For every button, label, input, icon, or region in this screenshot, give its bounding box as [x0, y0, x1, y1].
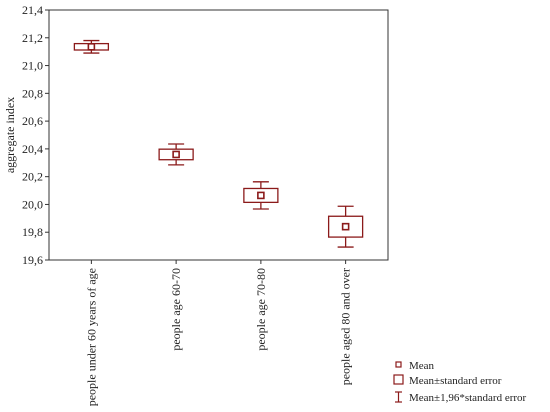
y-tick-label: 19,8	[22, 225, 43, 239]
y-tick-label: 20,0	[22, 197, 43, 211]
y-tick-label: 19,6	[22, 253, 43, 267]
y-axis: 19,6 19,8 20,0 20,2 20,4 20,6 20,8 21,0 21,2 21,4	[22, 3, 49, 267]
mean-marker	[341, 222, 350, 231]
legend: Mean Mean±standard error Mean±1,96*stand…	[393, 360, 527, 404]
x-axis: people under 60 years of age people age 6…	[84, 260, 353, 406]
y-tick-label: 20,4	[22, 142, 43, 156]
legend-mean-symbol	[395, 361, 402, 368]
y-tick-label: 21,2	[22, 31, 43, 45]
x-tick-label: people age 70-80	[254, 268, 268, 351]
legend-ci-symbol	[395, 391, 402, 403]
mean-marker	[87, 43, 96, 51]
legend-ci-label: Mean±1,96*standard error	[409, 392, 527, 404]
y-tick-label: 20,8	[22, 86, 43, 100]
chart-marks	[73, 39, 364, 248]
x-tick-label: people aged 80 and over	[339, 268, 353, 385]
plot-frame	[48, 9, 389, 261]
box-group	[243, 181, 279, 210]
box-group	[327, 205, 364, 248]
box-group	[158, 143, 194, 166]
legend-se-symbol	[393, 374, 404, 385]
y-tick-label: 20,2	[22, 170, 43, 184]
x-tick-label: people under 60 years of age	[84, 268, 98, 406]
legend-mean-label: Mean	[409, 360, 435, 372]
y-tick-label: 21,0	[22, 59, 43, 73]
y-axis-label: aggregate index	[3, 97, 17, 173]
y-tick-label: 20,6	[22, 114, 43, 128]
x-tick-label: people age 60-70	[169, 268, 183, 351]
legend-se-label: Mean±standard error	[409, 375, 502, 387]
mean-marker	[257, 191, 265, 200]
mean-marker	[172, 150, 180, 159]
y-tick-label: 21,4	[22, 3, 43, 17]
box-group	[73, 39, 110, 54]
